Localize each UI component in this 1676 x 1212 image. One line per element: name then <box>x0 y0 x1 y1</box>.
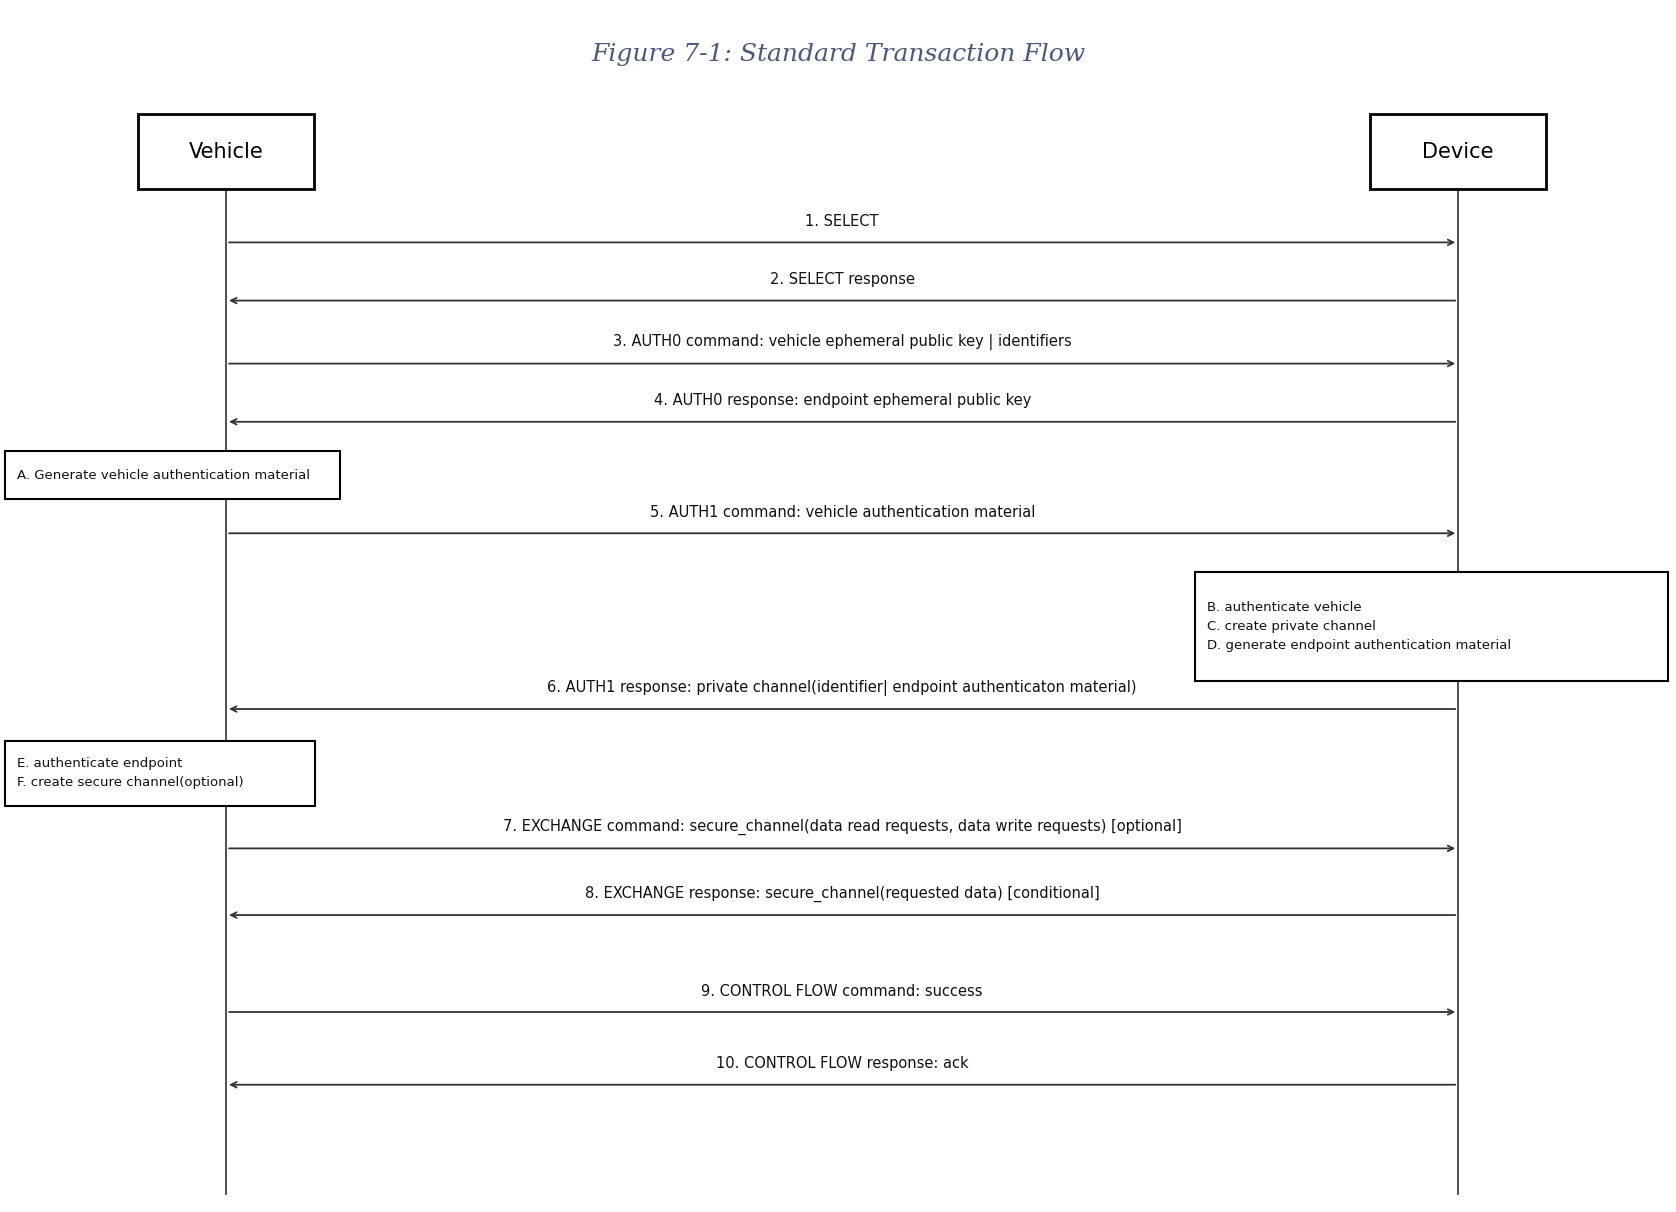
Text: 2. SELECT response: 2. SELECT response <box>769 273 915 287</box>
Text: 6. AUTH1 response: private channel(identifier| endpoint authenticaton material): 6. AUTH1 response: private channel(ident… <box>548 680 1136 696</box>
Bar <box>5 451 340 499</box>
Text: 10. CONTROL FLOW response: ack: 10. CONTROL FLOW response: ack <box>716 1057 969 1071</box>
Text: 4. AUTH0 response: endpoint ephemeral public key: 4. AUTH0 response: endpoint ephemeral pu… <box>654 394 1031 408</box>
Text: 7. EXCHANGE command: secure_channel(data read requests, data write requests) [op: 7. EXCHANGE command: secure_channel(data… <box>503 819 1182 835</box>
Bar <box>1371 114 1545 189</box>
Text: Device: Device <box>1423 142 1493 161</box>
Text: E. authenticate endpoint
F. create secure channel(optional): E. authenticate endpoint F. create secur… <box>17 758 243 789</box>
Bar <box>139 114 313 189</box>
Text: B. authenticate vehicle
C. create private channel
D. generate endpoint authentic: B. authenticate vehicle C. create privat… <box>1207 601 1510 652</box>
Text: 3. AUTH0 command: vehicle ephemeral public key | identifiers: 3. AUTH0 command: vehicle ephemeral publ… <box>613 335 1071 350</box>
Bar <box>5 741 315 806</box>
Text: 9. CONTROL FLOW command: success: 9. CONTROL FLOW command: success <box>702 984 982 999</box>
Text: A. Generate vehicle authentication material: A. Generate vehicle authentication mater… <box>17 469 310 481</box>
Text: 5. AUTH1 command: vehicle authentication material: 5. AUTH1 command: vehicle authentication… <box>650 505 1034 520</box>
Text: 1. SELECT: 1. SELECT <box>806 215 878 229</box>
Text: Vehicle: Vehicle <box>189 142 263 161</box>
Text: 8. EXCHANGE response: secure_channel(requested data) [conditional]: 8. EXCHANGE response: secure_channel(req… <box>585 886 1099 902</box>
Bar <box>1195 572 1668 681</box>
Text: Figure 7-1: Standard Transaction Flow: Figure 7-1: Standard Transaction Flow <box>592 44 1084 65</box>
